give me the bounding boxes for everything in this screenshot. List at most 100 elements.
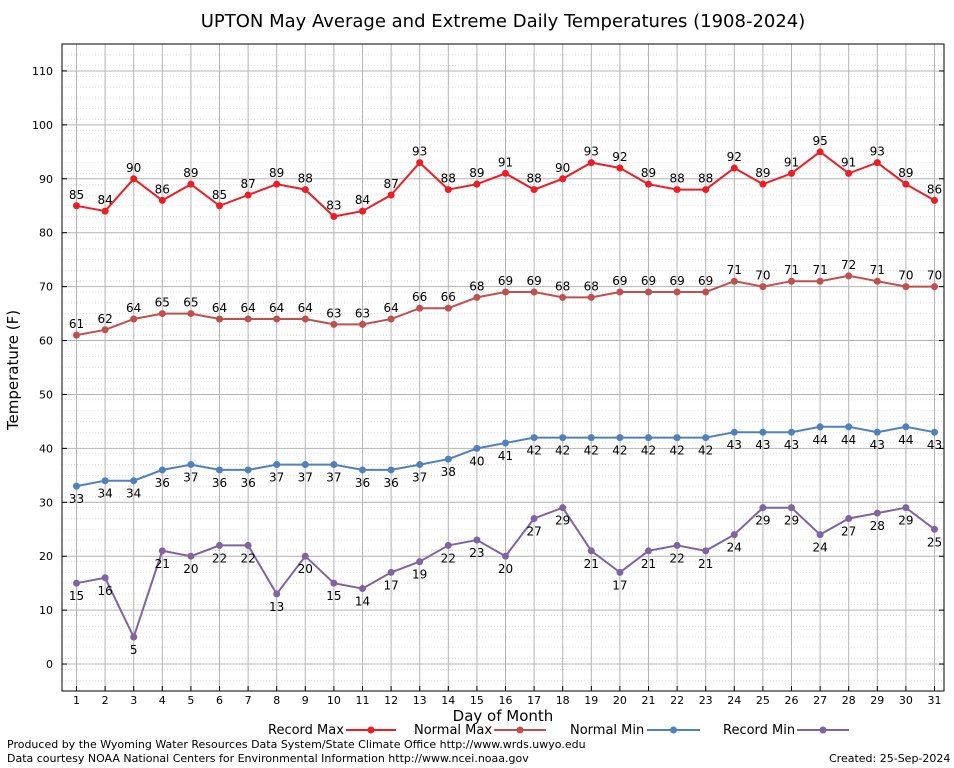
data-label: 69 [641,274,656,288]
legend-label: Normal Min [570,723,644,738]
data-point [559,504,567,512]
x-tick-label: 26 [785,694,799,707]
data-point [330,579,338,587]
data-point [587,293,595,301]
y-tick-label: 50 [39,388,53,401]
data-label: 90 [126,161,141,175]
data-point [158,466,166,474]
data-point [845,272,853,280]
data-label: 36 [383,476,398,490]
data-label: 68 [469,279,484,293]
data-label: 88 [441,172,456,186]
data-label: 37 [412,471,427,485]
x-tick-label: 25 [756,694,770,707]
data-point [273,461,281,469]
data-label: 89 [898,166,913,180]
x-tick-label: 29 [870,694,884,707]
data-point [559,175,567,183]
data-label: 65 [183,296,198,310]
x-tick-label: 22 [670,694,684,707]
data-point [816,531,824,539]
data-label: 92 [727,150,742,164]
data-label: 43 [784,438,799,452]
x-tick-label: 24 [727,694,741,707]
data-point [359,466,366,474]
data-point [444,455,452,463]
data-point [673,288,681,296]
data-label: 43 [927,438,942,452]
data-point [616,164,624,172]
data-point [702,547,710,555]
data-point [816,148,824,156]
legend-label: Record Max [268,723,344,738]
data-point [244,191,252,199]
series-record-max: 85 84 90 86 89 85 87 89 88 83 84 87 93 88 89 91 88 90 93 92… [69,134,942,221]
data-point [101,326,109,334]
data-label: 68 [555,279,570,293]
data-label: 21 [584,557,599,571]
x-tick-label: 14 [441,694,455,707]
x-tick-label: 30 [899,694,913,707]
data-label: 88 [526,172,541,186]
data-point [587,434,595,442]
data-label: 64 [240,301,255,315]
data-point [730,531,738,539]
data-point [759,504,767,512]
x-tick-label: 28 [842,694,856,707]
data-point [873,277,881,285]
data-label: 15 [69,589,84,603]
data-point [730,277,738,285]
data-label: 64 [126,301,141,315]
data-point [101,207,109,215]
data-label: 36 [355,476,370,490]
x-tick-label: 9 [302,694,309,707]
data-label: 20 [298,562,313,576]
x-tick-label: 23 [699,694,713,707]
data-label: 19 [412,568,427,582]
data-point [244,466,252,474]
data-label: 22 [212,551,227,565]
data-label: 84 [97,193,112,207]
x-tick-label: 10 [327,694,341,707]
data-point [73,331,80,339]
legend-item-record-min: Record Min [723,723,849,738]
legend-item-normal-min: Normal Min [570,723,700,738]
plot-frame [61,43,945,692]
data-point [502,552,509,560]
data-point [530,288,538,296]
data-point [759,283,767,291]
data-label: 88 [298,172,313,186]
data-point [645,434,652,442]
data-point [416,159,424,167]
data-point [530,514,538,522]
data-point [130,633,138,641]
x-tick-label: 16 [499,694,513,707]
data-label: 88 [669,172,684,186]
data-label: 93 [584,145,599,159]
x-tick-label: 18 [556,694,570,707]
data-label: 17 [612,578,627,592]
data-label: 63 [326,306,341,320]
y-tick-label: 90 [39,173,53,186]
data-point [73,579,80,587]
data-label: 85 [212,188,227,202]
x-tick-label: 13 [413,694,427,707]
data-point [158,310,166,318]
x-tick-label: 8 [273,694,280,707]
x-tick-label: 11 [356,694,370,707]
data-point [216,202,223,210]
data-label: 40 [469,454,484,468]
data-point [187,180,195,188]
x-tick-label: 31 [928,694,942,707]
data-label: 36 [155,476,170,490]
data-label: 29 [784,514,799,528]
y-tick-label: 0 [46,658,53,671]
series-layer: 85 84 90 86 89 85 87 89 88 83 84 87 93 88 89 91 88 90 93 92… [69,134,942,657]
x-tick-label: 21 [642,694,656,707]
data-label: 87 [240,177,255,191]
data-point [816,277,824,285]
data-label: 89 [641,166,656,180]
data-point [444,541,452,549]
data-label: 43 [727,438,742,452]
data-label: 42 [584,444,599,458]
